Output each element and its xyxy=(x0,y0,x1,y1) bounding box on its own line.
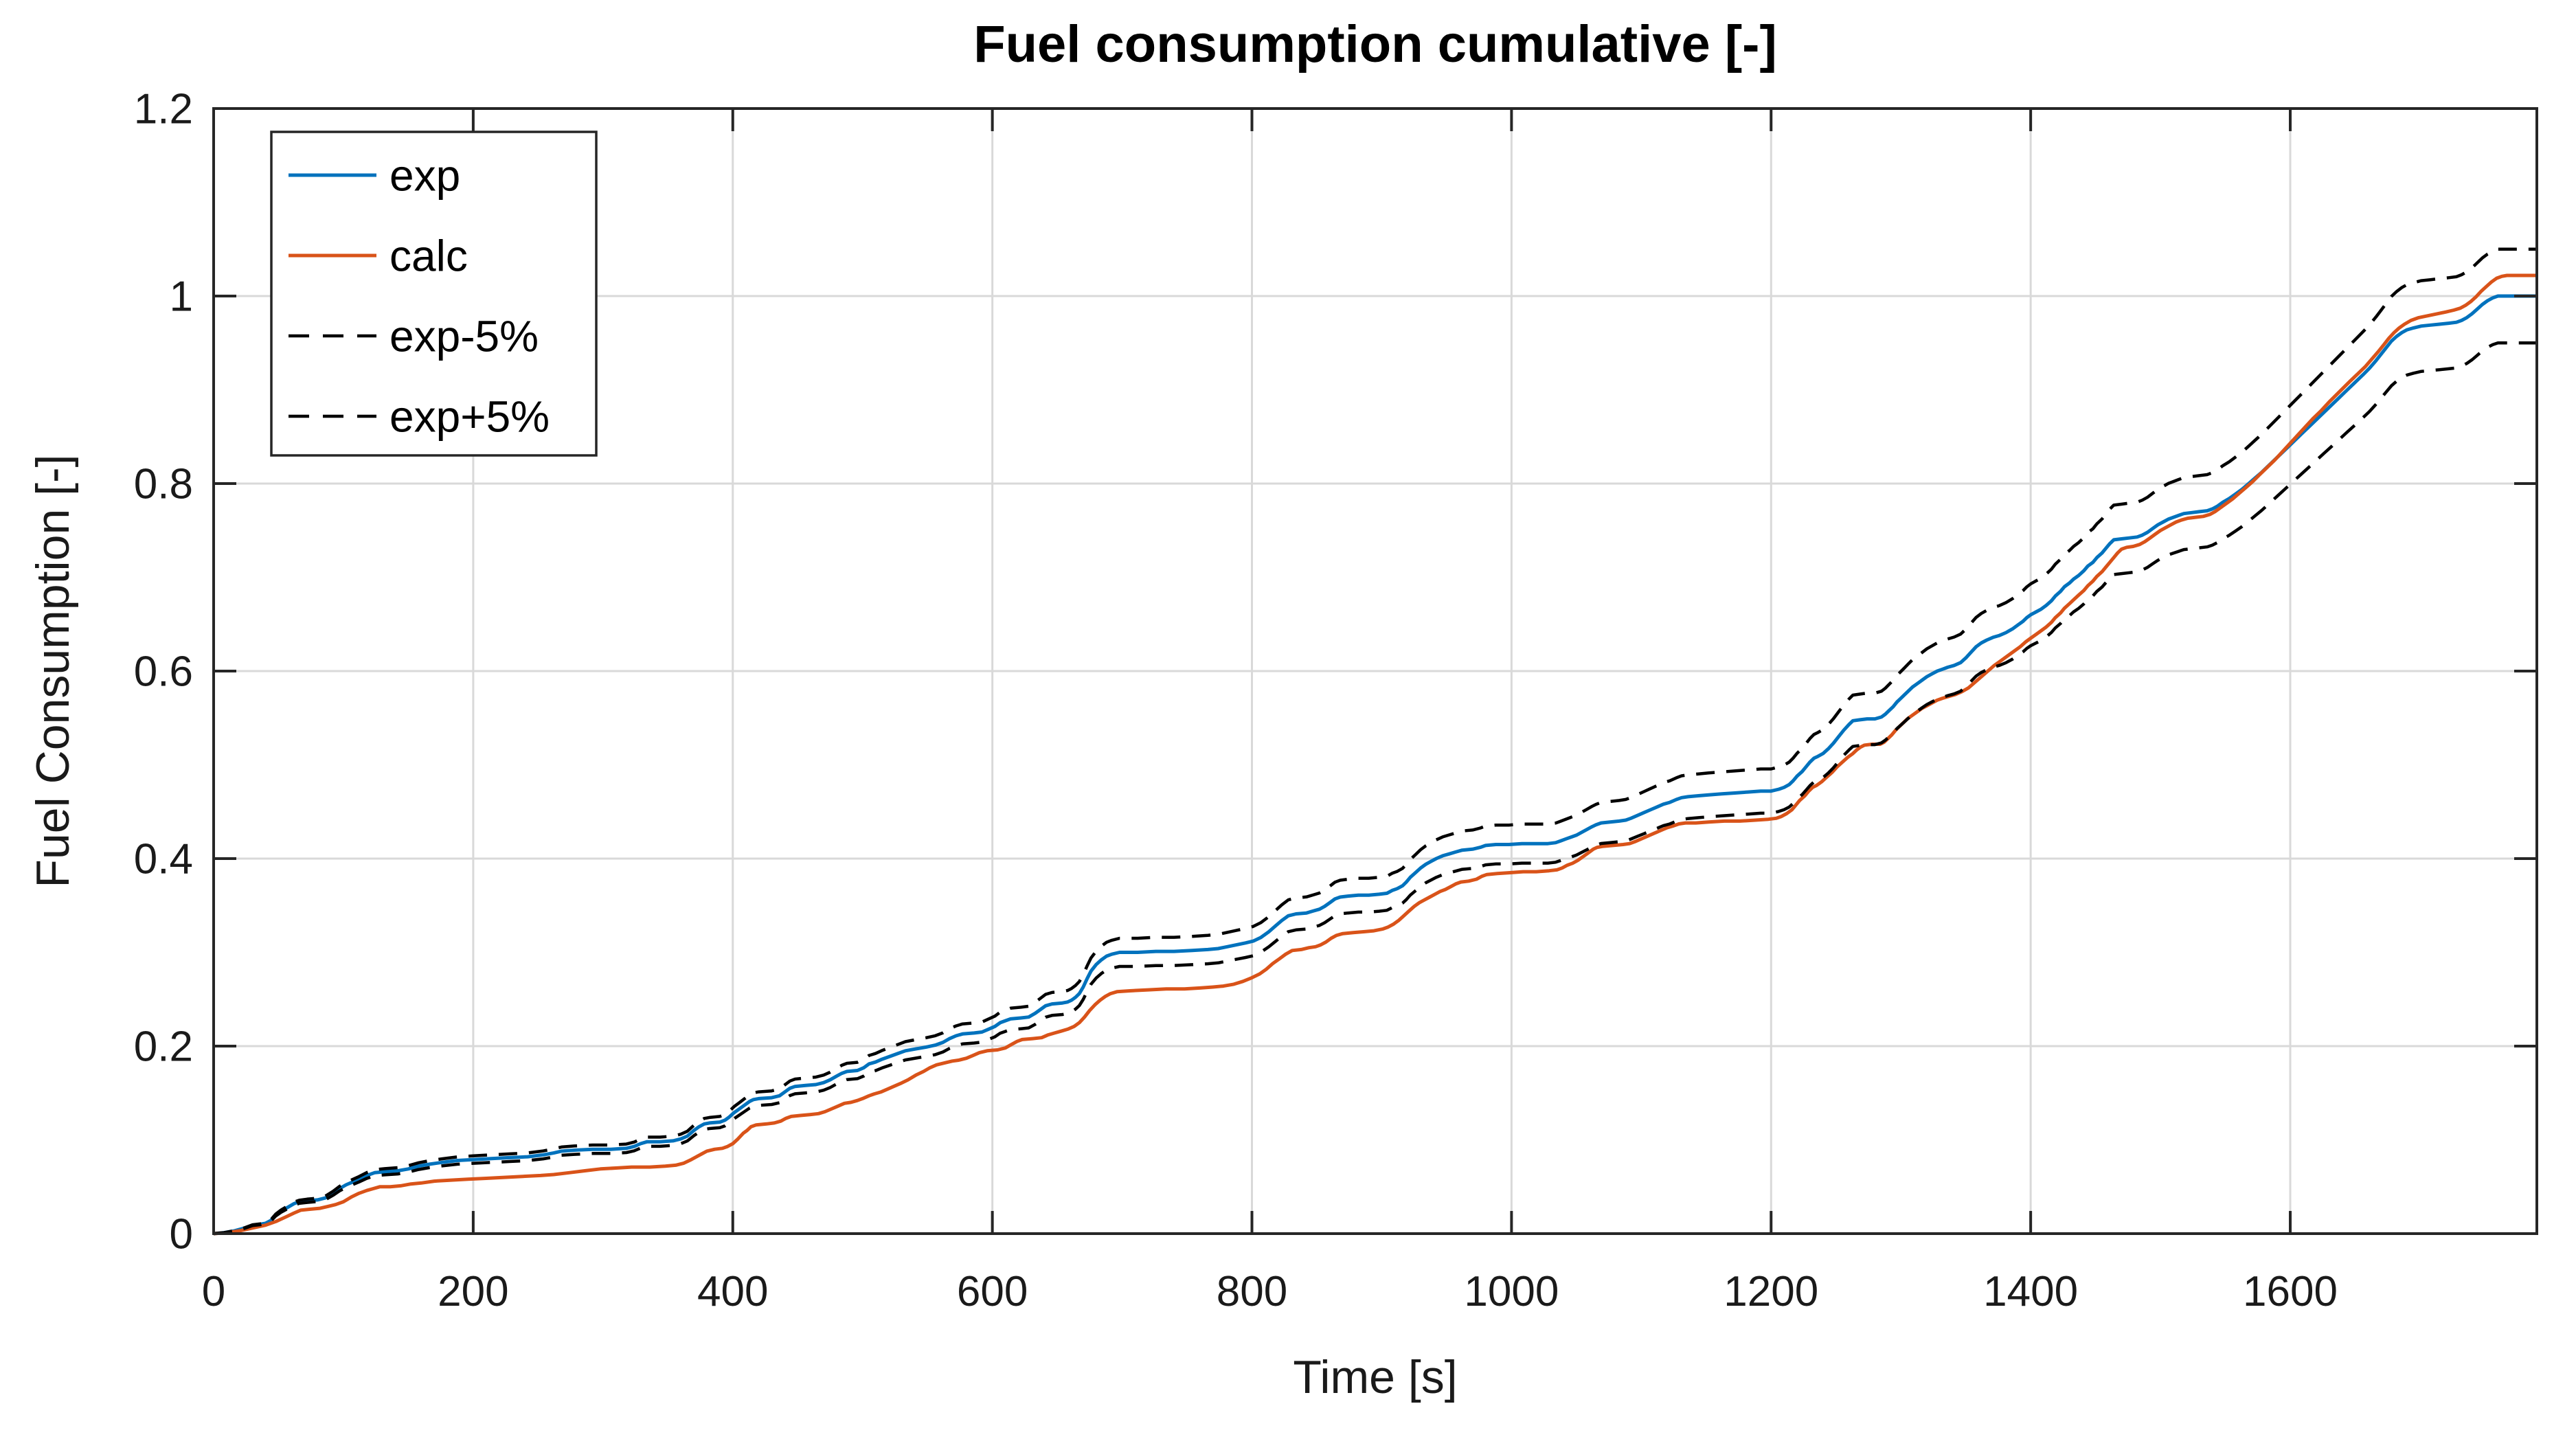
x-tick-label: 0 xyxy=(202,1268,225,1315)
y-tick-label: 1 xyxy=(170,273,193,321)
axes-box-and-ticks xyxy=(212,107,2538,1235)
x-tick-label: 1600 xyxy=(2243,1268,2338,1315)
chart-title: Fuel consumption cumulative [-] xyxy=(973,15,1777,73)
legend-label-exp: exp xyxy=(389,150,460,200)
x-tick-label: 600 xyxy=(957,1268,1028,1315)
y-axis-label: Fuel Consumption [-] xyxy=(27,454,79,887)
legend-label-exp-5%: exp-5% xyxy=(389,311,539,361)
data-series xyxy=(213,247,2537,1236)
legend-box xyxy=(270,131,598,457)
y-tick-label: 1.2 xyxy=(134,86,193,133)
y-tick-label: 0.2 xyxy=(134,1023,193,1071)
tick-labels: 0 200 400 600 800 1000 1200 1400 1600 0 0.2 0.4 0.6 0… xyxy=(134,86,2338,1315)
y-tick-label: 0 xyxy=(170,1211,193,1258)
series-calc xyxy=(213,273,2537,1236)
y-tick-label: 0.4 xyxy=(134,836,193,883)
x-tick-label: 400 xyxy=(697,1268,768,1315)
y-tick-label: 0.6 xyxy=(134,648,193,696)
x-tick-label: 1200 xyxy=(1724,1268,1818,1315)
x-tick-label: 1400 xyxy=(1983,1268,2078,1315)
legend-label-calc: calc xyxy=(389,231,468,280)
legend: exp calc exp-5% exp+5% xyxy=(270,131,598,457)
legend-label-exp+5%: exp+5% xyxy=(389,392,550,441)
x-tick-label: 800 xyxy=(1217,1268,1287,1315)
x-axis-label: Time [s] xyxy=(1293,1351,1457,1403)
series-exp-5% xyxy=(213,341,2537,1236)
x-tick-label: 1000 xyxy=(1464,1268,1559,1315)
y-tick-label: 0.8 xyxy=(134,461,193,508)
series-exp xyxy=(213,294,2537,1236)
x-tick-label: 200 xyxy=(438,1268,508,1315)
